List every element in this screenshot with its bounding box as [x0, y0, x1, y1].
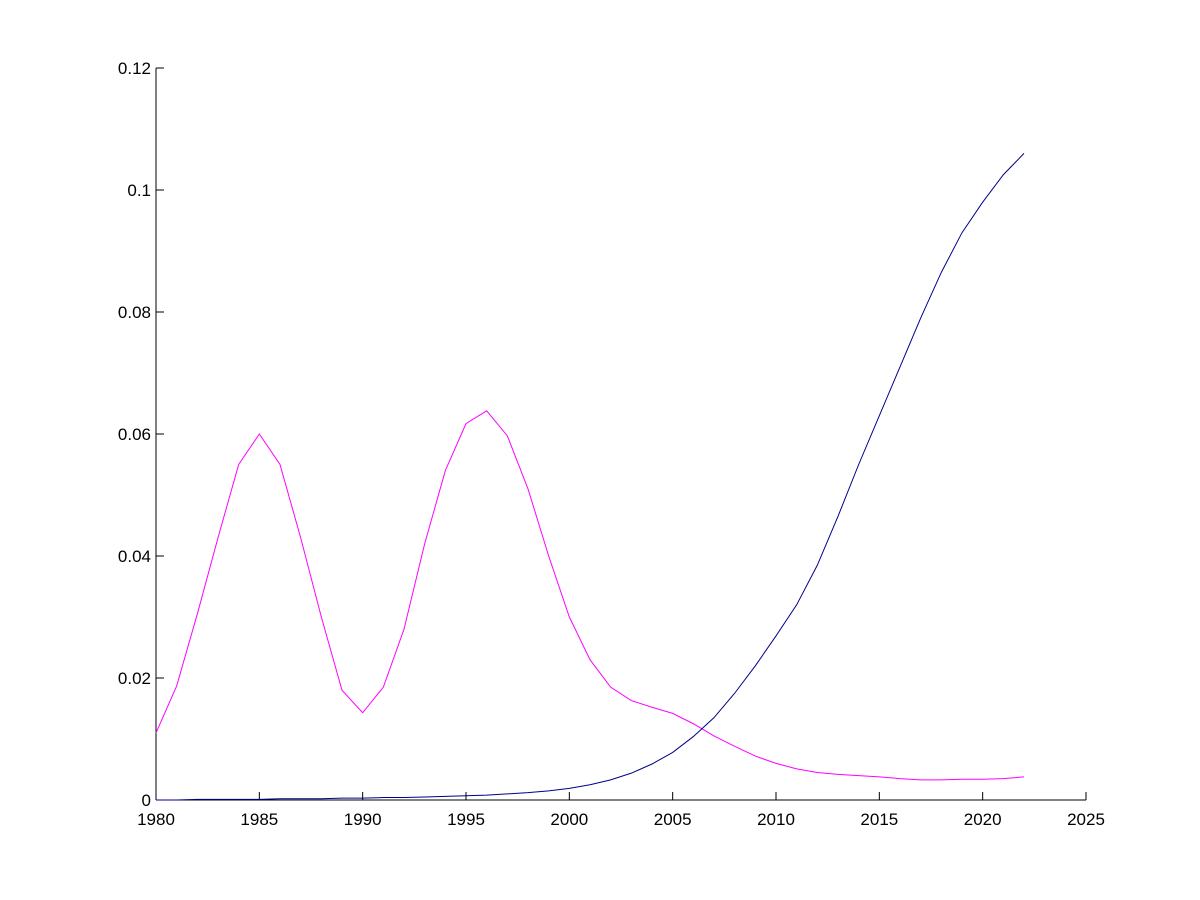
x-tick-label: 2000 — [550, 810, 588, 829]
x-tick-label: 1980 — [137, 810, 175, 829]
y-tick-label: 0.02 — [118, 669, 151, 688]
y-tick-label: 0 — [142, 791, 151, 810]
x-tick-label: 2015 — [860, 810, 898, 829]
series-line — [156, 153, 1025, 801]
x-tick-label: 2020 — [964, 810, 1002, 829]
x-tick-label: 2005 — [654, 810, 692, 829]
series-line — [155, 410, 1025, 781]
x-tick-label: 2010 — [757, 810, 795, 829]
y-tick-label: 0.1 — [127, 181, 151, 200]
x-tick-label: 1995 — [447, 810, 485, 829]
x-tick-label: 1990 — [344, 810, 382, 829]
y-tick-label: 0.08 — [118, 303, 151, 322]
x-tick-label: 1985 — [240, 810, 278, 829]
y-tick-label: 0.12 — [118, 59, 151, 78]
x-tick-label: 2025 — [1067, 810, 1105, 829]
y-tick-label: 0.04 — [118, 547, 151, 566]
y-tick-label: 0.06 — [118, 425, 151, 444]
